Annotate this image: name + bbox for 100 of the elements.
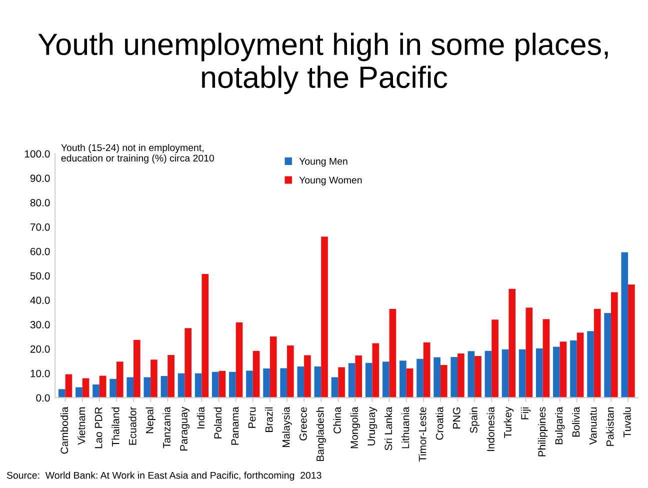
x-tick-label: Malaysia [282, 406, 292, 447]
x-tick-label: Bulgaria [554, 406, 565, 444]
bar [270, 336, 277, 398]
bar [331, 377, 338, 398]
bar [280, 368, 287, 398]
y-tick-label: 90.0 [30, 174, 50, 182]
bar [184, 328, 192, 398]
bar [194, 373, 202, 398]
y-tick-label: 40.0 [30, 296, 50, 304]
bar [355, 356, 362, 398]
y-tick-label: 30.0 [30, 321, 50, 328]
bar [348, 363, 356, 398]
bar [229, 372, 236, 398]
x-tick-label: Lao PDR [94, 407, 102, 448]
chart-subtitle: Youth (15-24) not in employment, education or training (%) circa 2010 [61, 144, 214, 164]
bar [587, 331, 594, 398]
bar [450, 356, 458, 398]
bar [365, 362, 372, 398]
chart-title: Youth unemployment high in some places, notably the Pacific [38, 32, 608, 94]
x-tick-label: Tanzania [162, 406, 170, 448]
bar [400, 360, 406, 398]
y-tick-label: 10.0 [30, 370, 50, 378]
x-tick-label: Cambodia [60, 406, 68, 454]
y-tick-label: 50.0 [30, 272, 50, 280]
x-tick-label: Pakistan [606, 407, 614, 446]
x-tick-label: Vanuatu [589, 407, 597, 445]
x-tick-label: Timor-Leste [418, 407, 426, 462]
bar [160, 376, 168, 398]
x-tick-label: Croatia [436, 406, 444, 440]
bar [542, 319, 550, 398]
x-tick-label: India [196, 406, 205, 428]
bar [536, 348, 543, 398]
bar [502, 349, 509, 398]
bar [321, 236, 328, 398]
x-tick-label: China [333, 406, 341, 434]
x-tick-label: PNG [452, 408, 460, 428]
bar [484, 350, 492, 398]
x-tick-label: Peru [248, 407, 256, 428]
bar [58, 389, 66, 398]
bar [406, 368, 414, 398]
y-tick-label: 80.0 [30, 199, 50, 206]
bar [314, 366, 322, 398]
x-tick-label: Bangladesh [316, 407, 326, 461]
bar [263, 368, 270, 398]
bar [576, 332, 584, 398]
bar [604, 313, 611, 398]
x-tick-label: Spain [470, 407, 480, 433]
bar [134, 340, 140, 398]
bar [150, 360, 158, 398]
bar [610, 292, 618, 398]
bar [553, 346, 560, 398]
bar [628, 284, 635, 398]
bar [492, 320, 498, 398]
y-tick-label: 20.0 [30, 345, 50, 353]
bar [297, 366, 304, 398]
bar [246, 370, 253, 398]
bar [110, 378, 116, 398]
bar [144, 377, 151, 398]
x-tick-label: Tuvalu [623, 407, 631, 438]
bar [474, 356, 482, 398]
bar [286, 346, 294, 398]
y-tick-label: 70.0 [30, 223, 50, 231]
bar [168, 355, 174, 398]
x-tick-label: Indonesia [486, 406, 494, 451]
bar [423, 342, 430, 398]
x-tick-label: Bolivia [572, 406, 580, 437]
bar [468, 351, 475, 398]
bar [82, 378, 90, 398]
x-tick-label: Mongolia [350, 406, 360, 448]
legend-label: Young Men [299, 158, 348, 167]
bar [440, 365, 448, 398]
x-tick-label: Nepal [146, 407, 156, 434]
bar [434, 357, 440, 398]
y-tick-label: 0.0 [36, 394, 50, 402]
x-tick-label: Brazil [265, 407, 273, 432]
bar [526, 308, 533, 398]
x-tick-label: Greece [299, 407, 307, 440]
x-tick-label: Poland [214, 407, 222, 438]
x-tick-label: Philippines [538, 407, 548, 456]
bar [508, 288, 516, 398]
x-tick-label: Sri Lanka [384, 406, 392, 450]
bar [202, 274, 209, 398]
legend-label: Young Women [299, 176, 362, 186]
bar [76, 387, 82, 398]
bar [126, 377, 134, 398]
bar [570, 340, 577, 398]
y-tick-label: 100.0 [24, 150, 50, 158]
x-tick-label: Ecuador [128, 406, 136, 445]
x-tick-label: Uruguay [368, 406, 378, 446]
bar [389, 308, 396, 398]
x-tick-label: Vietnam [78, 407, 86, 445]
bar [212, 372, 219, 398]
bar [338, 367, 345, 398]
bar [252, 350, 260, 398]
bar [304, 355, 311, 398]
x-tick-label: Paraguay [180, 406, 190, 450]
x-tick-label: Fiji [520, 407, 531, 420]
bar [99, 376, 106, 398]
y-tick-label: 60.0 [30, 248, 50, 256]
bar [560, 342, 567, 398]
